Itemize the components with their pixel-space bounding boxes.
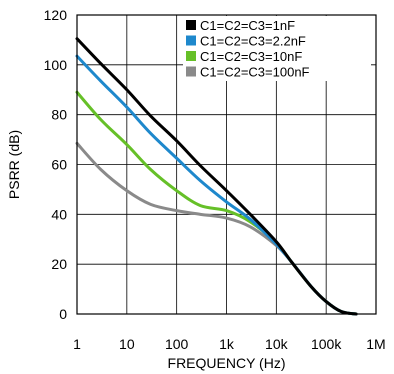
y-tick-label: 40 xyxy=(51,206,67,222)
y-axis-label: PSRR (dB) xyxy=(6,130,22,199)
x-tick-labels: 1 10 100 1k 10k 100k 1M xyxy=(73,336,386,352)
legend: C1=C2=C3=1nFC1=C2=C3=2.2nFC1=C2=C3=10nFC… xyxy=(183,16,371,81)
x-tick-label: 1 xyxy=(73,336,81,352)
x-tick-label: 1M xyxy=(366,336,385,352)
x-tick-label: 10k xyxy=(265,336,289,352)
legend-label: C1=C2=C3=1nF xyxy=(200,18,295,33)
legend-swatch xyxy=(186,51,196,61)
x-axis-label: FREQUENCY (Hz) xyxy=(168,355,286,371)
y-tick-label: 120 xyxy=(44,7,68,23)
x-tick-label: 100k xyxy=(311,336,342,352)
x-tick-label: 100 xyxy=(165,336,189,352)
y-tick-label: 0 xyxy=(59,306,67,322)
legend-swatch xyxy=(186,20,196,30)
series-lines xyxy=(75,37,358,316)
plot-frame xyxy=(76,14,377,315)
legend-label: C1=C2=C3=10nF xyxy=(200,49,302,64)
legend-swatch xyxy=(186,35,196,46)
legend-swatch xyxy=(186,66,196,77)
y-tick-label: 80 xyxy=(51,107,67,123)
legend-label: C1=C2=C3=2.2nF xyxy=(200,34,306,49)
y-tick-labels: 0 20 40 60 80 100 120 xyxy=(44,7,68,322)
y-tick-label: 60 xyxy=(51,157,67,173)
series-line xyxy=(75,37,358,316)
legend-label: C1=C2=C3=100nF xyxy=(200,65,310,80)
legend-background xyxy=(183,16,371,81)
x-tick-label: 10 xyxy=(119,336,135,352)
y-tick-label: 100 xyxy=(44,57,68,73)
series-line xyxy=(75,90,358,316)
y-tick-label: 20 xyxy=(51,256,67,272)
x-tick-label: 1k xyxy=(219,336,235,352)
